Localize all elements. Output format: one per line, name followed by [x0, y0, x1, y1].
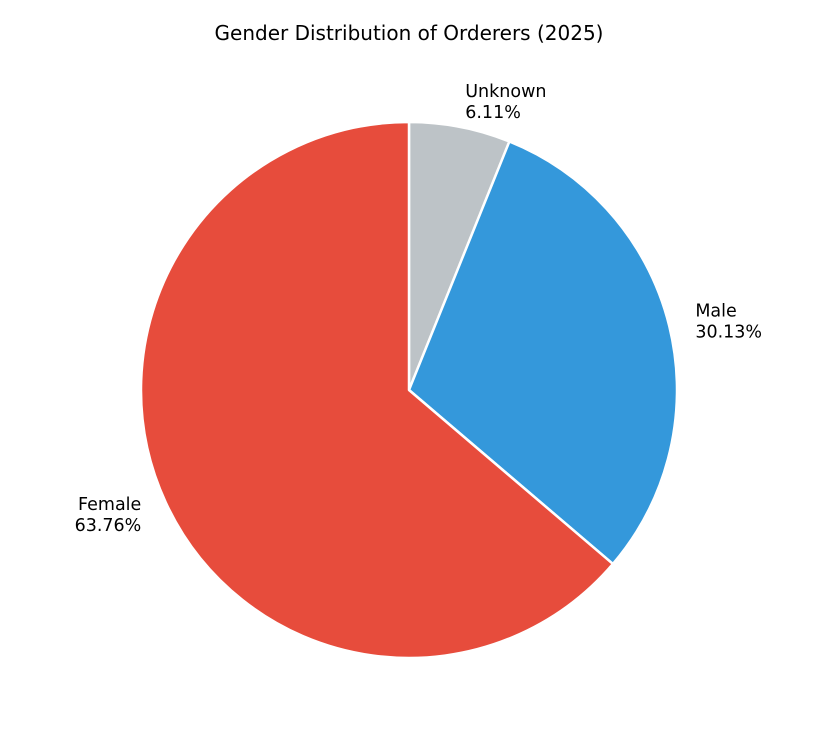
pie-slice — [407, 140, 679, 566]
slice-category: Male — [695, 301, 736, 321]
pie-slice — [139, 120, 615, 660]
slice-percent: 63.76% — [75, 516, 142, 536]
slice-percent: 6.11% — [465, 103, 521, 123]
slice-percent: 30.13% — [695, 322, 762, 342]
slice-category: Female — [78, 495, 141, 515]
slice-label: Male 30.13% — [695, 301, 762, 342]
slice-label: Female 63.76% — [75, 495, 142, 536]
slice-category: Unknown — [465, 82, 546, 102]
chart-title: Gender Distribution of Orderers (2025) — [215, 21, 604, 45]
slice-label: Unknown 6.11% — [465, 82, 546, 123]
